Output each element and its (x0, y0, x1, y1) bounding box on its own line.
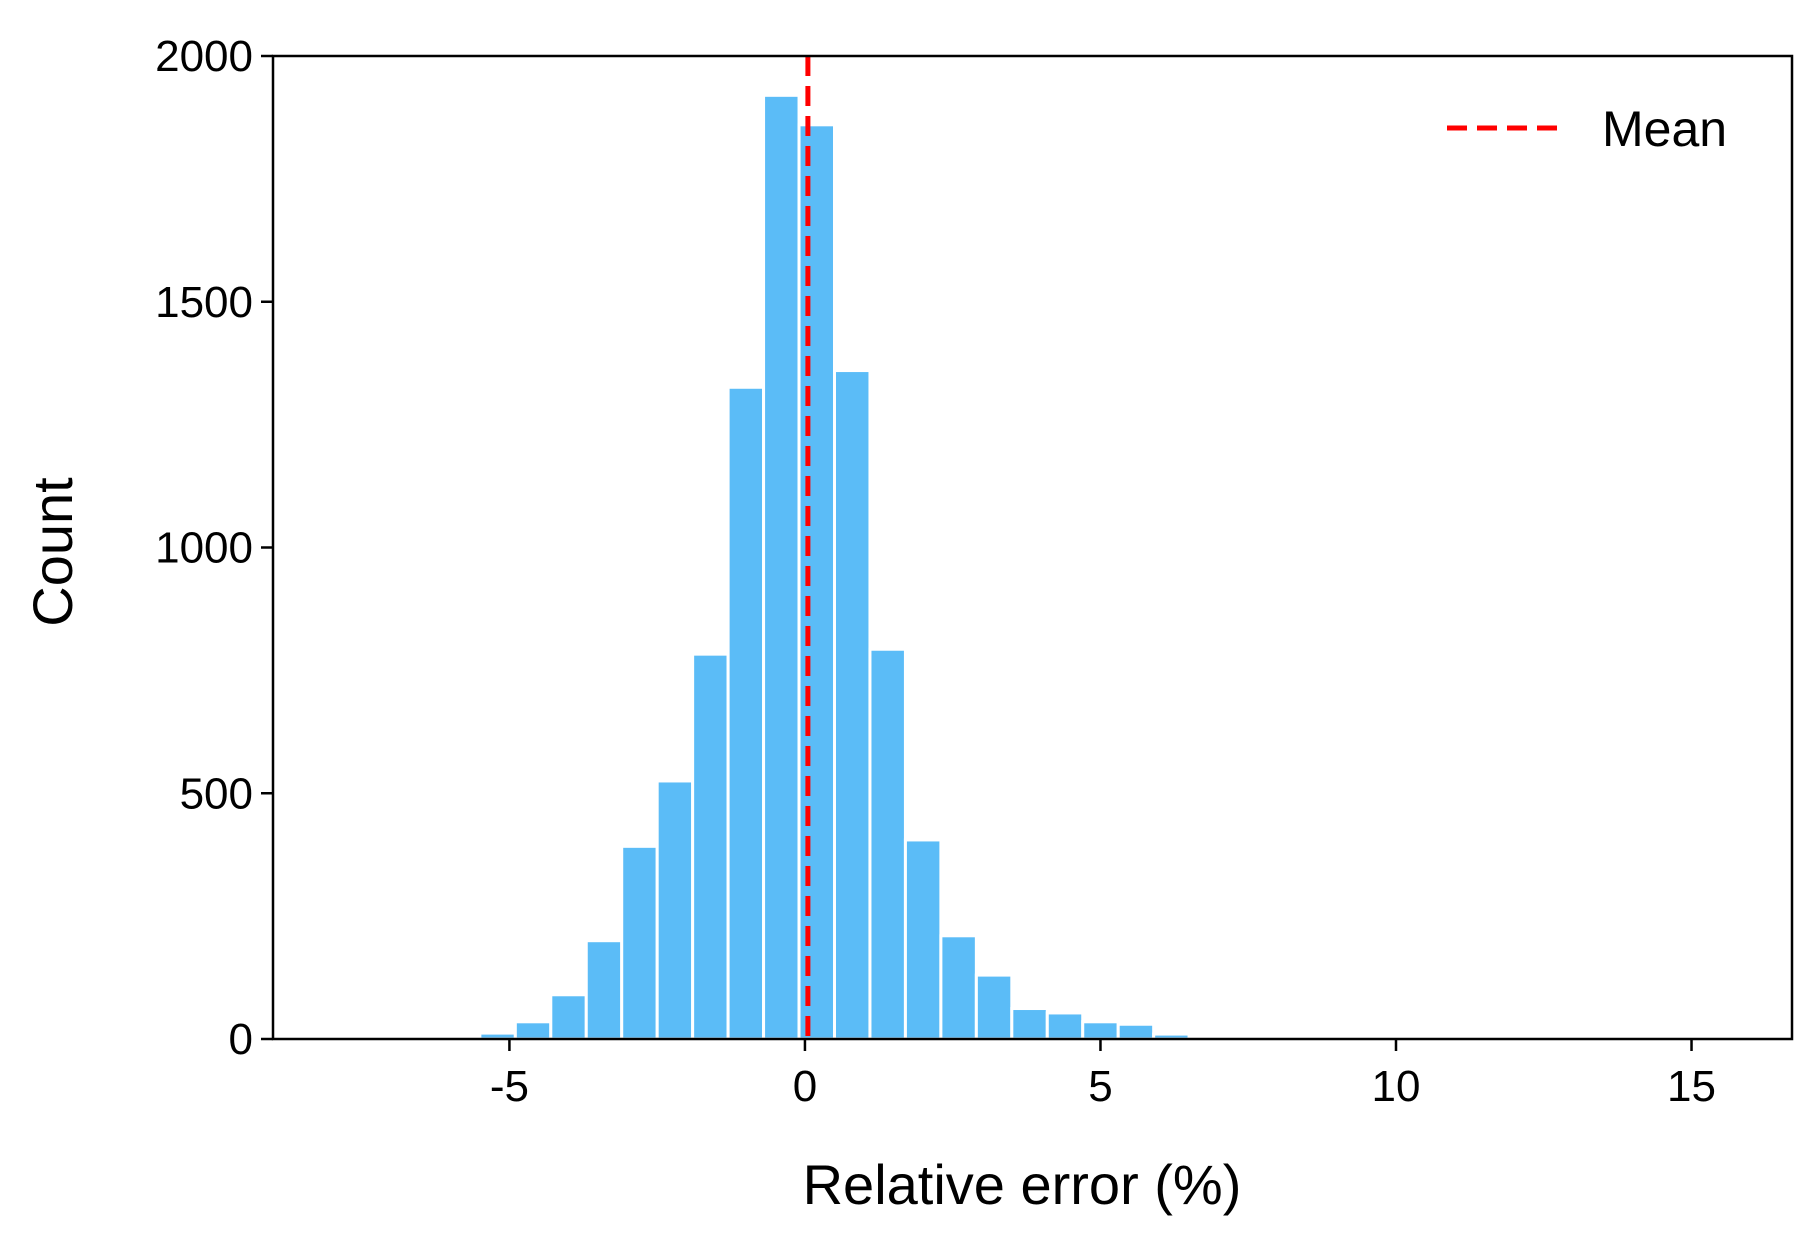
legend: Mean (1447, 101, 1727, 157)
histogram-bar-14 (903, 838, 943, 1041)
histogram-bar-8 (691, 652, 730, 1041)
x-tick-label-1: 0 (793, 1062, 817, 1111)
y-tick-label-3: 1500 (155, 278, 253, 327)
histogram-bar-18 (1045, 1011, 1085, 1041)
histogram-bar-17 (1010, 1007, 1049, 1041)
x-tick-label-0: -5 (490, 1062, 529, 1111)
y-tick-label-4: 2000 (155, 32, 253, 81)
plot-frame (271, 54, 1794, 1041)
histogram-bar-5 (584, 939, 624, 1041)
y-tick-label-2: 1000 (155, 524, 253, 573)
histogram-bar-7 (655, 779, 695, 1041)
histogram-bar-6 (620, 844, 659, 1041)
histogram-bar-13 (868, 647, 907, 1041)
x-tick-label-2: 5 (1088, 1062, 1112, 1111)
x-tick-label-4: 15 (1667, 1062, 1716, 1111)
histogram-bar-19 (1081, 1020, 1120, 1041)
ticks-group: -5 0 5 10 15 0 500 1000 1500 2000 (155, 32, 1716, 1111)
bars-group (407, 93, 1729, 1041)
histogram-bar-20 (1116, 1022, 1156, 1041)
histogram-bar-12 (832, 369, 872, 1041)
x-tick-label-3: 10 (1372, 1062, 1421, 1111)
axes-group (271, 54, 1794, 1041)
histogram-bar-4 (549, 993, 588, 1041)
histogram-bar-15 (939, 934, 978, 1041)
x-axis-label: Relative error (%) (803, 1153, 1242, 1216)
histogram-bar-3 (513, 1020, 553, 1041)
histogram-bar-10 (762, 93, 801, 1041)
histogram-bar-16 (974, 973, 1014, 1041)
histogram-bar-11 (797, 123, 836, 1041)
y-tick-label-0: 0 (229, 1015, 253, 1064)
y-axis-label: Count (21, 477, 84, 627)
histogram-bar-9 (726, 385, 766, 1041)
legend-mean-label: Mean (1602, 101, 1727, 157)
y-tick-label-1: 500 (180, 769, 253, 818)
